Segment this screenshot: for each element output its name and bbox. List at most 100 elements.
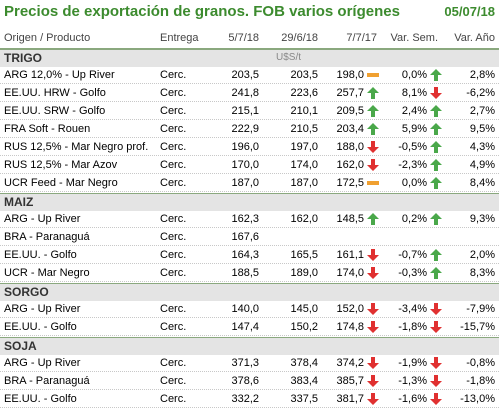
price-week-ago: 162,0 [290,213,318,225]
trend-down-icon [430,87,442,99]
delivery-term: Cerc. [160,267,187,279]
yearly-variation: -6,2% [466,87,495,99]
trend-down-icon [367,375,379,387]
price-current: 215,1 [231,105,259,117]
price-current: 332,2 [231,393,259,405]
price-current: 378,6 [231,375,259,387]
weekly-variation: -1,8% [398,321,427,333]
table-row: EE.UU. HRW - Golfo Cerc. 241,8 223,6 257,7 8,… [0,85,499,102]
trend-flat-icon [367,69,379,81]
table-row: EE.UU. SRW - Golfo Cerc. 215,1 210,1 209,5 2,… [0,103,499,120]
section-unit: U$S/t [276,52,302,63]
price-year-ago: 257,7 [336,87,364,99]
report-date: 05/07/18 [444,4,495,19]
yearly-variation: 2,7% [469,105,495,117]
yearly-variation: -1,8% [466,375,495,387]
yearly-variation: 8,3% [469,267,495,279]
product-name: ARG - Up River [4,213,81,225]
product-name: EE.UU. - Golfo [4,393,77,405]
delivery-term: Cerc. [160,249,187,261]
delivery-term: Cerc. [160,357,187,369]
delivery-term: Cerc. [160,69,187,81]
trend-up-icon [430,267,442,279]
price-current: 162,3 [231,213,259,225]
trend-flat-icon [367,177,379,189]
page-title: Precios de exportación de granos. FOB va… [4,3,400,20]
table-row: UCR Feed - Mar Negro Cerc. 187,0 187,0 172,5… [0,175,499,192]
product-name: ARG 12,0% - Up River [4,69,115,81]
yearly-variation: -7,9% [466,303,495,315]
product-name: UCR - Mar Negro [4,267,90,279]
delivery-term: Cerc. [160,393,187,405]
price-week-ago: 203,5 [290,69,318,81]
section-header-sorgo: SORGO [0,283,499,301]
delivery-term: Cerc. [160,87,187,99]
trend-down-icon [430,357,442,369]
trend-up-icon [430,159,442,171]
product-name: EE.UU. - Golfo [4,321,77,333]
price-week-ago: 189,0 [290,267,318,279]
price-year-ago: 174,0 [336,267,364,279]
price-current: 140,0 [231,303,259,315]
table-row: BRA - Paranaguá Cerc. 167,6 [0,229,499,246]
trend-up-icon [430,213,442,225]
price-current: 167,6 [231,231,259,243]
product-name: RUS 12,5% - Mar Negro prof. [4,141,149,153]
section-name: SORGO [4,285,49,299]
price-current: 147,4 [231,321,259,333]
trend-up-icon [367,105,379,117]
yearly-variation: 2,0% [469,249,495,261]
weekly-variation: -1,6% [398,393,427,405]
product-name: BRA - Paranaguá [4,375,90,387]
yearly-variation: -13,0% [460,393,495,405]
price-year-ago: 374,2 [336,357,364,369]
delivery-term: Cerc. [160,231,187,243]
col-header-delivery: Entrega [160,32,199,44]
price-current: 371,3 [231,357,259,369]
trend-down-icon [430,321,442,333]
weekly-variation: -0,5% [398,141,427,153]
product-name: BRA - Paranaguá [4,231,90,243]
weekly-variation: 2,4% [401,105,427,117]
weekly-variation: -2,3% [398,159,427,171]
section-header-trigo: TRIGO U$S/t [0,49,499,67]
trend-down-icon [367,267,379,279]
price-year-ago: 381,7 [336,393,364,405]
weekly-variation: 0,2% [401,213,427,225]
yearly-variation: 9,3% [469,213,495,225]
trend-down-icon [367,321,379,333]
price-year-ago: 152,0 [336,303,364,315]
price-year-ago: 162,0 [336,159,364,171]
col-header-price-year: 7/7/17 [346,32,377,44]
trend-down-icon [367,249,379,261]
yearly-variation: -0,8% [466,357,495,369]
price-year-ago: 203,4 [336,123,364,135]
yearly-variation: -15,7% [460,321,495,333]
section-header-soja: SOJA [0,337,499,355]
trend-up-icon [430,69,442,81]
yearly-variation: 4,3% [469,141,495,153]
col-header-price-current: 5/7/18 [228,32,259,44]
delivery-term: Cerc. [160,159,187,171]
yearly-variation: 4,9% [469,159,495,171]
trend-up-icon [430,123,442,135]
price-year-ago: 385,7 [336,375,364,387]
product-name: EE.UU. SRW - Golfo [4,105,106,117]
price-week-ago: 337,5 [290,393,318,405]
price-current: 164,3 [231,249,259,261]
table-row: ARG - Up River Cerc. 140,0 145,0 152,0 -3,4% -… [0,301,499,318]
weekly-variation: 8,1% [401,87,427,99]
price-year-ago: 161,1 [336,249,364,261]
yearly-variation: 9,5% [469,123,495,135]
price-week-ago: 145,0 [290,303,318,315]
price-year-ago: 174,8 [336,321,364,333]
product-name: RUS 12,5% - Mar Azov [4,159,118,171]
weekly-variation: 0,0% [401,69,427,81]
price-current: 222,9 [231,123,259,135]
yearly-variation: 2,8% [469,69,495,81]
section-name: MAIZ [4,195,34,209]
trend-up-icon [367,87,379,99]
table-row: EE.UU. - Golfo Cerc. 332,2 337,5 381,7 -1,6% -… [0,391,499,408]
section-header-maiz: MAIZ [0,193,499,211]
price-year-ago: 198,0 [336,69,364,81]
